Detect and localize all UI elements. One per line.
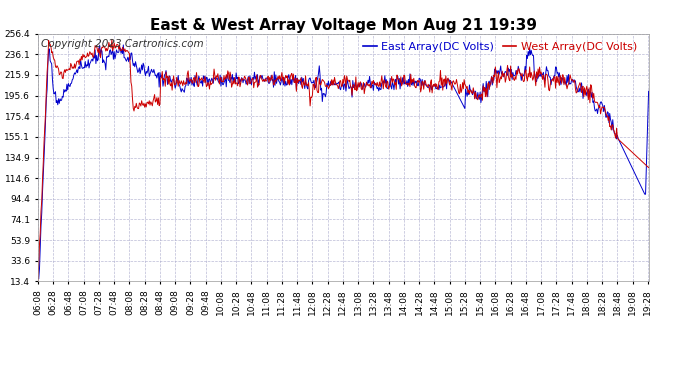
Text: Copyright 2023 Cartronics.com: Copyright 2023 Cartronics.com [41, 39, 204, 49]
Title: East & West Array Voltage Mon Aug 21 19:39: East & West Array Voltage Mon Aug 21 19:… [150, 18, 537, 33]
Legend: East Array(DC Volts), West Array(DC Volts): East Array(DC Volts), West Array(DC Volt… [364, 42, 637, 52]
